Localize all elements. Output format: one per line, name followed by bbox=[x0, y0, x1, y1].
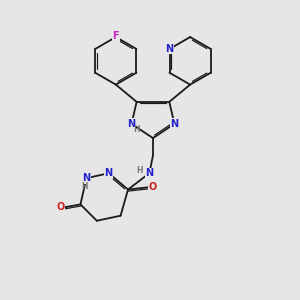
Text: N: N bbox=[170, 119, 178, 129]
Text: N: N bbox=[128, 119, 136, 129]
Text: N: N bbox=[82, 173, 91, 183]
Text: O: O bbox=[149, 182, 157, 192]
Text: F: F bbox=[112, 32, 119, 41]
Text: O: O bbox=[56, 202, 65, 212]
Text: H: H bbox=[136, 166, 143, 175]
Text: N: N bbox=[145, 168, 154, 178]
Text: H: H bbox=[134, 125, 140, 134]
Text: H: H bbox=[82, 182, 88, 191]
Text: N: N bbox=[166, 44, 174, 54]
Text: N: N bbox=[105, 168, 113, 178]
